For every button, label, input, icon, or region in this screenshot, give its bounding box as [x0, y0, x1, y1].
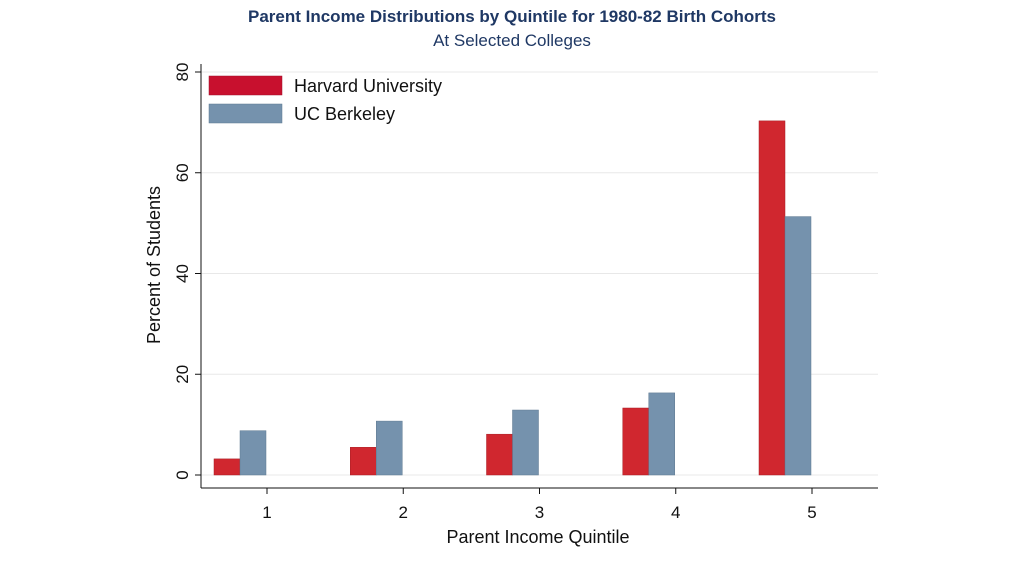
y-tick-label: 20: [173, 365, 192, 384]
legend: Harvard University UC Berkeley: [208, 75, 442, 124]
bar-berkeley-q2: [376, 420, 403, 476]
x-tick-label: 1: [262, 503, 271, 522]
bar-harvard-q2: [350, 447, 377, 476]
chart-title: Parent Income Distributions by Quintile …: [248, 7, 776, 26]
bar-harvard-q4: [622, 407, 649, 476]
y-tick-label: 60: [173, 163, 192, 182]
bar-berkeley-q4: [648, 392, 675, 476]
bar-harvard-q5: [758, 120, 786, 476]
tick-labels: 0 20 40 60 80 1 2 3 4 5: [173, 63, 817, 522]
bar-berkeley-q3: [512, 409, 539, 476]
bar-harvard-q1: [213, 458, 241, 476]
bar-berkeley-q5: [784, 216, 812, 476]
legend-label-berkeley: UC Berkeley: [294, 104, 395, 124]
legend-label-harvard: Harvard University: [294, 76, 442, 96]
y-axis-title: Percent of Students: [144, 186, 164, 344]
bar-harvard-q3: [486, 433, 513, 476]
chart-subtitle: At Selected Colleges: [433, 31, 591, 50]
y-tick-label: 40: [173, 264, 192, 283]
y-tick-label: 80: [173, 63, 192, 82]
bars: [213, 120, 812, 476]
legend-swatch-harvard: [208, 75, 283, 96]
x-tick-label: 4: [671, 503, 680, 522]
y-tick-label: 0: [173, 470, 192, 479]
bar-berkeley-q1: [239, 430, 267, 476]
x-tick-label: 5: [807, 503, 816, 522]
legend-swatch-berkeley: [208, 103, 283, 124]
x-tick-label: 2: [399, 503, 408, 522]
x-tick-label: 3: [535, 503, 544, 522]
x-axis-title: Parent Income Quintile: [446, 527, 629, 547]
